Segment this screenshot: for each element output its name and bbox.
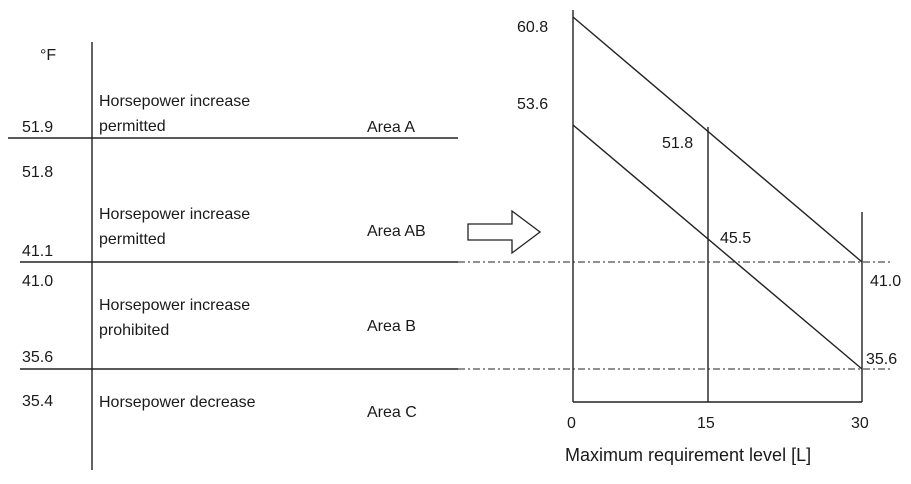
- upper-line-end-label: 41.0: [870, 273, 901, 290]
- x-tick-label-0: 0: [567, 415, 576, 432]
- upper-threshold-line: [572, 16, 863, 263]
- zone-a-area-label: Area A: [367, 119, 415, 136]
- zone-a-description-line1: Horsepower increase: [99, 93, 250, 110]
- zone-table: °F 51.9 Horsepower increase permitted Ar…: [8, 42, 458, 470]
- x-tick-label-30: 30: [851, 415, 869, 432]
- lower-threshold-line: [572, 124, 863, 370]
- zone-ab-description-line1: Horsepower increase: [99, 206, 250, 223]
- hollow-right-arrow-icon: [467, 209, 542, 255]
- zone-ab-bottom-value: 41.1: [22, 243, 53, 260]
- zone-b-description-line2: prohibited: [99, 322, 169, 339]
- zone-b-area-label: Area B: [367, 318, 416, 335]
- lower-line-end-label: 35.6: [866, 351, 897, 368]
- zone-b-bottom-value: 35.6: [22, 349, 53, 366]
- lower-line-start-label: 53.6: [517, 96, 548, 113]
- zone-b-description-line1: Horsepower increase: [99, 297, 250, 314]
- zone-ab-top-value: 51.8: [22, 164, 53, 181]
- requirement-chart: 60.8 53.6 51.8 45.5 41.0 35.6 0 15 30 Ma…: [458, 10, 901, 465]
- zone-c-description-line1: Horsepower decrease: [99, 394, 256, 411]
- zone-ab-area-label: Area AB: [367, 223, 426, 240]
- zone-c-area-label: Area C: [367, 404, 417, 421]
- upper-line-start-label: 60.8: [517, 19, 548, 36]
- zone-b-top-value: 41.0: [22, 273, 53, 290]
- zone-ab-description-line2: permitted: [99, 231, 166, 248]
- upper-line-mid-label: 51.8: [662, 135, 693, 152]
- temperature-unit-label: °F: [40, 47, 56, 64]
- x-axis-title: Maximum requirement level [L]: [565, 445, 811, 465]
- zone-c-top-value: 35.4: [22, 393, 53, 410]
- zone-a-bottom-value: 51.9: [22, 119, 53, 136]
- x-tick-label-15: 15: [697, 415, 715, 432]
- lower-line-mid-label: 45.5: [720, 230, 751, 247]
- zone-a-description-line2: permitted: [99, 118, 166, 135]
